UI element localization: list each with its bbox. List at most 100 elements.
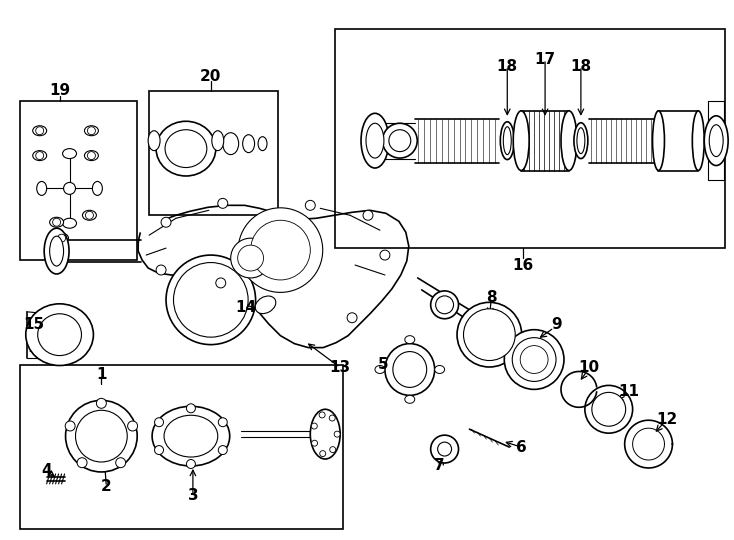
Ellipse shape bbox=[310, 409, 340, 459]
Ellipse shape bbox=[50, 236, 64, 266]
Circle shape bbox=[437, 442, 451, 456]
Ellipse shape bbox=[435, 366, 445, 374]
Text: 7: 7 bbox=[435, 458, 445, 474]
Circle shape bbox=[218, 418, 228, 427]
Circle shape bbox=[87, 152, 95, 160]
Ellipse shape bbox=[152, 406, 230, 466]
Ellipse shape bbox=[250, 220, 310, 280]
Ellipse shape bbox=[393, 352, 426, 387]
Ellipse shape bbox=[512, 338, 556, 381]
Ellipse shape bbox=[709, 125, 723, 157]
Ellipse shape bbox=[37, 314, 81, 355]
Circle shape bbox=[216, 278, 226, 288]
Ellipse shape bbox=[385, 343, 435, 395]
Ellipse shape bbox=[692, 111, 704, 171]
Ellipse shape bbox=[64, 183, 76, 194]
Circle shape bbox=[347, 313, 357, 323]
Ellipse shape bbox=[405, 336, 415, 343]
Ellipse shape bbox=[44, 228, 69, 274]
Ellipse shape bbox=[62, 148, 76, 159]
Ellipse shape bbox=[156, 122, 216, 176]
Ellipse shape bbox=[54, 233, 68, 243]
Circle shape bbox=[363, 210, 373, 220]
Circle shape bbox=[53, 218, 61, 226]
Circle shape bbox=[77, 458, 87, 468]
Text: 8: 8 bbox=[486, 291, 497, 305]
Circle shape bbox=[36, 127, 43, 134]
Circle shape bbox=[36, 152, 43, 160]
Text: 19: 19 bbox=[49, 83, 70, 98]
Ellipse shape bbox=[592, 393, 625, 426]
Bar bbox=[20, 364, 343, 529]
Ellipse shape bbox=[504, 330, 564, 389]
Ellipse shape bbox=[653, 111, 664, 171]
Ellipse shape bbox=[166, 255, 255, 345]
Ellipse shape bbox=[37, 181, 47, 195]
Circle shape bbox=[57, 234, 65, 242]
Ellipse shape bbox=[84, 151, 98, 160]
Text: 12: 12 bbox=[655, 411, 677, 427]
Text: 4: 4 bbox=[41, 463, 52, 478]
Ellipse shape bbox=[375, 366, 385, 374]
Ellipse shape bbox=[382, 123, 417, 158]
Text: 3: 3 bbox=[188, 488, 198, 503]
Circle shape bbox=[155, 418, 164, 427]
Bar bbox=[20, 101, 137, 260]
Ellipse shape bbox=[389, 130, 411, 152]
Circle shape bbox=[311, 423, 317, 429]
Ellipse shape bbox=[238, 245, 264, 271]
Ellipse shape bbox=[165, 130, 207, 167]
Text: 2: 2 bbox=[101, 480, 112, 495]
Ellipse shape bbox=[255, 296, 276, 314]
Ellipse shape bbox=[230, 238, 271, 278]
Ellipse shape bbox=[585, 386, 633, 433]
Ellipse shape bbox=[574, 123, 588, 159]
Text: 14: 14 bbox=[236, 300, 257, 315]
Text: 13: 13 bbox=[330, 360, 351, 375]
Circle shape bbox=[155, 446, 164, 455]
Ellipse shape bbox=[457, 302, 522, 367]
Ellipse shape bbox=[84, 126, 98, 136]
Ellipse shape bbox=[366, 123, 384, 158]
Circle shape bbox=[319, 412, 325, 418]
Text: 6: 6 bbox=[516, 440, 526, 455]
Ellipse shape bbox=[65, 400, 137, 472]
Ellipse shape bbox=[513, 111, 529, 171]
Ellipse shape bbox=[50, 217, 64, 227]
Circle shape bbox=[218, 446, 228, 455]
Text: 16: 16 bbox=[512, 258, 534, 273]
Circle shape bbox=[87, 127, 95, 134]
Bar bbox=[149, 91, 278, 215]
Circle shape bbox=[186, 460, 195, 469]
Circle shape bbox=[116, 458, 126, 468]
Ellipse shape bbox=[258, 137, 267, 151]
Ellipse shape bbox=[33, 151, 47, 160]
Ellipse shape bbox=[436, 296, 454, 314]
Circle shape bbox=[161, 217, 171, 227]
Ellipse shape bbox=[504, 127, 512, 154]
Ellipse shape bbox=[164, 415, 218, 457]
Circle shape bbox=[96, 399, 106, 408]
Circle shape bbox=[330, 447, 335, 453]
Ellipse shape bbox=[173, 262, 248, 337]
Ellipse shape bbox=[212, 131, 224, 151]
Ellipse shape bbox=[520, 346, 548, 374]
Ellipse shape bbox=[62, 218, 76, 228]
Ellipse shape bbox=[33, 126, 47, 136]
Ellipse shape bbox=[501, 122, 515, 160]
Text: 15: 15 bbox=[23, 317, 44, 332]
Text: 11: 11 bbox=[618, 384, 639, 399]
Ellipse shape bbox=[431, 291, 459, 319]
Circle shape bbox=[186, 404, 195, 413]
Circle shape bbox=[85, 211, 93, 219]
Text: 17: 17 bbox=[534, 52, 556, 66]
Text: 1: 1 bbox=[96, 367, 106, 382]
Ellipse shape bbox=[76, 410, 127, 462]
Ellipse shape bbox=[26, 304, 93, 366]
Circle shape bbox=[320, 450, 326, 457]
Text: 20: 20 bbox=[200, 69, 222, 84]
Circle shape bbox=[128, 421, 137, 431]
Ellipse shape bbox=[405, 395, 415, 403]
Ellipse shape bbox=[238, 208, 323, 292]
Circle shape bbox=[156, 265, 166, 275]
